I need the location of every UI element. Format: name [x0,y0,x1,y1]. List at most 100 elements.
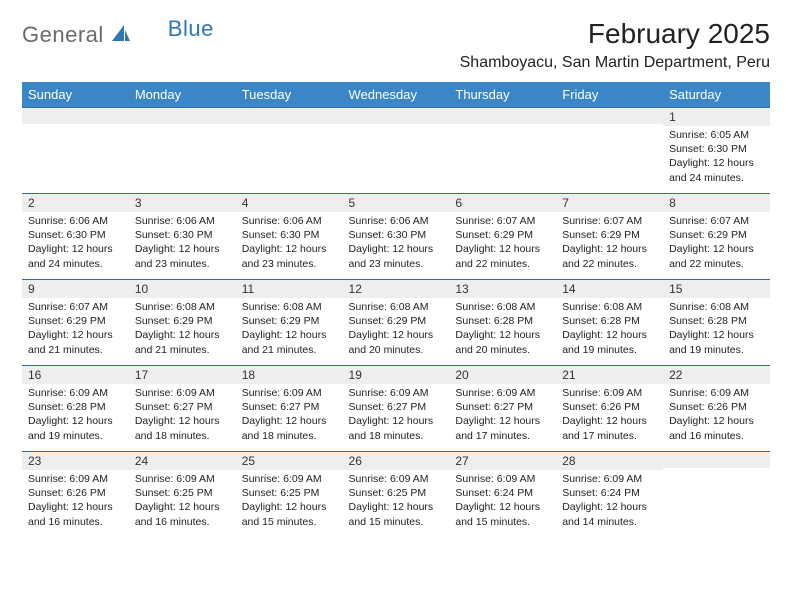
day-details: Sunrise: 6:09 AMSunset: 6:26 PMDaylight:… [663,384,770,447]
calendar-cell: 1Sunrise: 6:05 AMSunset: 6:30 PMDaylight… [663,108,770,194]
weekday-col: Friday [556,82,663,108]
day-number: 2 [22,194,129,212]
day-detail-line: Sunrise: 6:08 AM [669,300,764,314]
day-number: 11 [236,280,343,298]
day-details [129,124,236,130]
day-details: Sunrise: 6:09 AMSunset: 6:25 PMDaylight:… [343,470,450,533]
day-detail-line: Sunrise: 6:09 AM [135,472,230,486]
day-details: Sunrise: 6:06 AMSunset: 6:30 PMDaylight:… [236,212,343,275]
calendar-week: 2Sunrise: 6:06 AMSunset: 6:30 PMDaylight… [22,194,770,280]
day-detail-line: Sunset: 6:24 PM [455,486,550,500]
day-detail-line: Sunrise: 6:09 AM [669,386,764,400]
day-details [236,124,343,130]
day-number: 3 [129,194,236,212]
day-detail-line: Sunrise: 6:08 AM [455,300,550,314]
calendar-cell: 20Sunrise: 6:09 AMSunset: 6:27 PMDayligh… [449,366,556,452]
day-detail-line: Sunset: 6:28 PM [562,314,657,328]
day-number: 12 [343,280,450,298]
calendar-cell: 7Sunrise: 6:07 AMSunset: 6:29 PMDaylight… [556,194,663,280]
day-details: Sunrise: 6:09 AMSunset: 6:25 PMDaylight:… [236,470,343,533]
day-detail-line: Daylight: 12 hours and 22 minutes. [669,242,764,270]
day-detail-line: Sunset: 6:29 PM [28,314,123,328]
day-detail-line: Daylight: 12 hours and 23 minutes. [242,242,337,270]
day-details: Sunrise: 6:06 AMSunset: 6:30 PMDaylight:… [129,212,236,275]
weekday-col: Sunday [22,82,129,108]
weekday-col: Wednesday [343,82,450,108]
calendar-cell: 21Sunrise: 6:09 AMSunset: 6:26 PMDayligh… [556,366,663,452]
day-detail-line: Daylight: 12 hours and 18 minutes. [242,414,337,442]
calendar-cell [129,108,236,194]
day-number: 4 [236,194,343,212]
weekday-col: Thursday [449,82,556,108]
day-detail-line: Daylight: 12 hours and 14 minutes. [562,500,657,528]
calendar-cell: 3Sunrise: 6:06 AMSunset: 6:30 PMDaylight… [129,194,236,280]
calendar-cell: 6Sunrise: 6:07 AMSunset: 6:29 PMDaylight… [449,194,556,280]
day-details: Sunrise: 6:09 AMSunset: 6:28 PMDaylight:… [22,384,129,447]
day-detail-line: Sunrise: 6:06 AM [135,214,230,228]
calendar-cell: 24Sunrise: 6:09 AMSunset: 6:25 PMDayligh… [129,452,236,538]
day-detail-line: Sunset: 6:26 PM [28,486,123,500]
day-number: 26 [343,452,450,470]
day-detail-line: Daylight: 12 hours and 16 minutes. [135,500,230,528]
day-details: Sunrise: 6:09 AMSunset: 6:27 PMDaylight:… [449,384,556,447]
day-detail-line: Sunrise: 6:06 AM [28,214,123,228]
day-detail-line: Sunrise: 6:09 AM [242,472,337,486]
day-detail-line: Sunrise: 6:07 AM [455,214,550,228]
weekday-col: Saturday [663,82,770,108]
day-number [449,108,556,124]
calendar-cell: 23Sunrise: 6:09 AMSunset: 6:26 PMDayligh… [22,452,129,538]
day-detail-line: Sunset: 6:28 PM [455,314,550,328]
calendar-cell: 13Sunrise: 6:08 AMSunset: 6:28 PMDayligh… [449,280,556,366]
month-title: February 2025 [460,18,770,50]
calendar-cell [663,452,770,538]
day-detail-line: Sunset: 6:29 PM [455,228,550,242]
calendar-cell: 8Sunrise: 6:07 AMSunset: 6:29 PMDaylight… [663,194,770,280]
day-detail-line: Sunset: 6:28 PM [669,314,764,328]
day-details: Sunrise: 6:06 AMSunset: 6:30 PMDaylight:… [22,212,129,275]
day-detail-line: Sunrise: 6:09 AM [455,472,550,486]
calendar-cell: 14Sunrise: 6:08 AMSunset: 6:28 PMDayligh… [556,280,663,366]
day-detail-line: Sunrise: 6:09 AM [562,386,657,400]
calendar-cell: 16Sunrise: 6:09 AMSunset: 6:28 PMDayligh… [22,366,129,452]
calendar-cell: 26Sunrise: 6:09 AMSunset: 6:25 PMDayligh… [343,452,450,538]
calendar-cell: 4Sunrise: 6:06 AMSunset: 6:30 PMDaylight… [236,194,343,280]
day-detail-line: Sunrise: 6:07 AM [562,214,657,228]
day-detail-line: Sunrise: 6:06 AM [242,214,337,228]
day-details: Sunrise: 6:08 AMSunset: 6:29 PMDaylight:… [343,298,450,361]
day-number: 6 [449,194,556,212]
calendar-week: 16Sunrise: 6:09 AMSunset: 6:28 PMDayligh… [22,366,770,452]
day-details: Sunrise: 6:08 AMSunset: 6:28 PMDaylight:… [449,298,556,361]
day-detail-line: Sunset: 6:30 PM [349,228,444,242]
weekday-col: Monday [129,82,236,108]
day-detail-line: Sunrise: 6:09 AM [455,386,550,400]
day-detail-line: Sunset: 6:30 PM [669,142,764,156]
day-detail-line: Daylight: 12 hours and 19 minutes. [562,328,657,356]
day-detail-line: Daylight: 12 hours and 19 minutes. [28,414,123,442]
day-detail-line: Sunset: 6:25 PM [135,486,230,500]
day-details: Sunrise: 6:05 AMSunset: 6:30 PMDaylight:… [663,126,770,189]
day-details: Sunrise: 6:09 AMSunset: 6:27 PMDaylight:… [129,384,236,447]
day-detail-line: Daylight: 12 hours and 23 minutes. [135,242,230,270]
day-number: 21 [556,366,663,384]
day-number [556,108,663,124]
day-detail-line: Sunset: 6:25 PM [242,486,337,500]
day-detail-line: Sunrise: 6:09 AM [28,386,123,400]
day-detail-line: Daylight: 12 hours and 18 minutes. [135,414,230,442]
day-details [449,124,556,130]
day-number: 27 [449,452,556,470]
calendar-cell: 2Sunrise: 6:06 AMSunset: 6:30 PMDaylight… [22,194,129,280]
day-details: Sunrise: 6:08 AMSunset: 6:28 PMDaylight:… [663,298,770,361]
day-detail-line: Daylight: 12 hours and 21 minutes. [242,328,337,356]
day-number [129,108,236,124]
day-detail-line: Sunrise: 6:08 AM [562,300,657,314]
day-detail-line: Daylight: 12 hours and 22 minutes. [562,242,657,270]
calendar-cell: 28Sunrise: 6:09 AMSunset: 6:24 PMDayligh… [556,452,663,538]
day-number: 13 [449,280,556,298]
weekday-col: Tuesday [236,82,343,108]
brand-word-1: General [22,22,104,48]
day-detail-line: Daylight: 12 hours and 21 minutes. [28,328,123,356]
calendar-cell: 19Sunrise: 6:09 AMSunset: 6:27 PMDayligh… [343,366,450,452]
day-details: Sunrise: 6:08 AMSunset: 6:28 PMDaylight:… [556,298,663,361]
day-details: Sunrise: 6:09 AMSunset: 6:27 PMDaylight:… [236,384,343,447]
day-details [556,124,663,130]
